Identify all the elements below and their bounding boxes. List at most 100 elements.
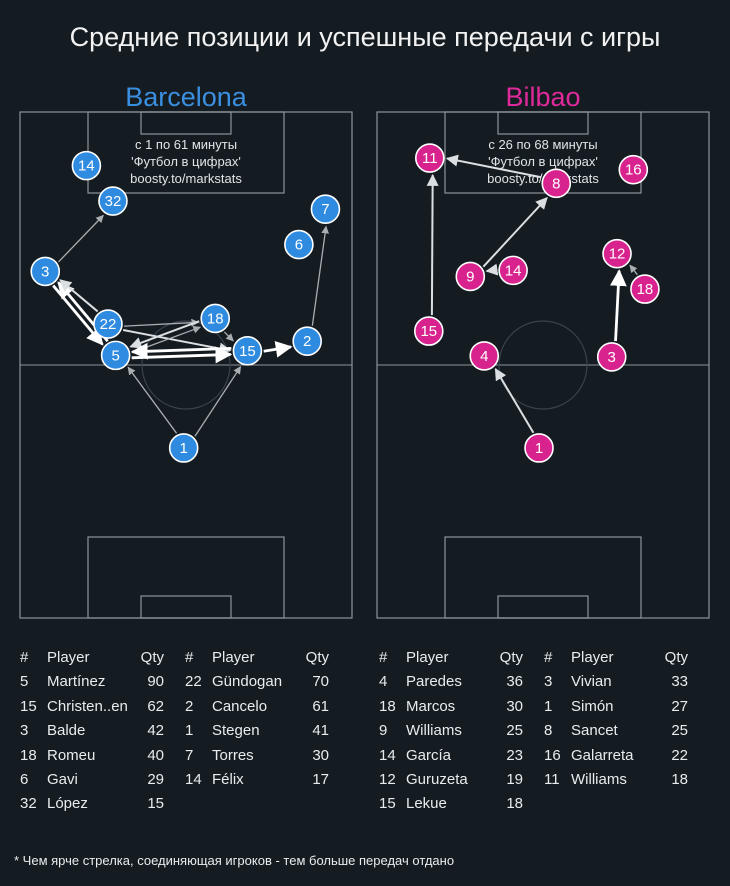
cell-player: Christen..en (47, 697, 128, 715)
player-number-14: 14 (505, 262, 522, 279)
cell-qty: 27 (671, 697, 688, 715)
penalty-area-bottom (87, 536, 285, 619)
cell-player: García (406, 746, 452, 764)
table-row: 7 Torres 30 (185, 744, 335, 768)
player-marker-12 (602, 238, 632, 269)
passes-bilbao (426, 154, 638, 434)
cell-number: 18 (379, 697, 396, 715)
player-marker-15 (232, 336, 263, 366)
table-row: 1 Stegen 41 (185, 719, 335, 743)
pass-arrow-5-to-15 (131, 346, 233, 364)
pass-arrow-1-to-4 (494, 367, 535, 434)
player-marker-2 (292, 326, 322, 357)
cell-number: 15 (379, 795, 396, 813)
player-number-14: 14 (78, 158, 95, 175)
pitch-bilbao: с 26 по 68 минуты'Футбол в цифрах'boosty… (376, 111, 710, 619)
cell-qty: 19 (506, 770, 523, 788)
cell-number: 14 (379, 746, 396, 764)
cell-qty: 17 (312, 770, 329, 788)
cell-qty: 23 (506, 746, 523, 764)
cell-player: Gündogan (212, 673, 283, 691)
cell-qty: 62 (147, 697, 164, 715)
cell-number: 3 (544, 673, 553, 691)
table-row: 22 Gündogan 70 (185, 670, 335, 694)
player-marker-6 (284, 229, 314, 260)
table-barcelona-col2: # Player Qty 22 Gündogan 70 2 Cancelo 61 1 Stegen 4… (185, 646, 335, 792)
player-number-18: 18 (207, 310, 224, 327)
players-bilbao: 11 16 8 12 14 9 18 15 4 3 1 (413, 143, 660, 463)
pitch-info-line: с 26 по 68 минуты (488, 137, 597, 152)
pass-arrow-22-to-3 (59, 279, 99, 313)
player-number-8: 8 (552, 175, 560, 192)
cell-number: # (185, 649, 194, 666)
pitch-barcelona: с 1 по 61 минуты 'Футбол в цифрах' boosty.… (19, 111, 353, 619)
cell-qty: 25 (671, 722, 688, 740)
player-marker-1 (168, 433, 199, 463)
pass-arrow-15-to-11 (426, 173, 439, 316)
cell-player: Romeu (47, 746, 96, 764)
cell-qty: Qty (305, 649, 329, 666)
cell-player: Player (212, 649, 255, 666)
pass-arrow-18-to-5 (129, 320, 200, 349)
pass-arrow-15-to-5 (130, 342, 232, 360)
cell-qty: 15 (147, 795, 164, 813)
cell-number: # (544, 649, 553, 666)
cell-player: Lekue (406, 795, 447, 813)
cell-qty: 29 (147, 770, 164, 788)
pass-arrow-3-to-32 (58, 214, 104, 263)
goal-area-bottom (140, 595, 232, 619)
cell-qty: 42 (147, 722, 164, 740)
table-row: 2 Cancelo 61 (185, 695, 335, 719)
table-row: 4 Paredes 36 (379, 670, 529, 694)
player-number-2: 2 (303, 333, 311, 350)
cell-player: Player (47, 649, 90, 666)
cell-player: Marcos (406, 697, 456, 715)
cell-qty: Qty (140, 649, 164, 666)
player-number-9: 9 (466, 268, 474, 285)
cell-player: Balde (47, 722, 86, 740)
table-row: 3 Vivian 33 (544, 670, 694, 694)
cell-qty: 40 (147, 746, 164, 764)
player-marker-14 (71, 150, 102, 181)
cell-qty: 18 (506, 795, 523, 813)
cell-qty: 22 (671, 746, 688, 764)
passes-barcelona (52, 214, 329, 437)
goal-area-top (497, 111, 589, 135)
table-row: 6 Gavi 29 (20, 768, 170, 792)
goal-area-top (140, 111, 232, 135)
player-number-32: 32 (105, 193, 122, 210)
table-row: 1 Simón 27 (544, 695, 694, 719)
player-marker-16 (618, 154, 649, 185)
player-marker-18 (630, 274, 660, 304)
center-circle (498, 320, 588, 410)
penalty-area-bottom (444, 536, 642, 619)
cell-player: Gavi (47, 770, 78, 788)
table-row: 32 López 15 (20, 792, 170, 816)
pitch-info-line: boosty.to/markstats (130, 171, 242, 186)
goal-area-bottom (497, 595, 589, 619)
cell-qty: 61 (312, 697, 329, 715)
cell-number: 14 (185, 770, 202, 788)
table-row: 18 Marcos 30 (379, 695, 529, 719)
player-number-18: 18 (637, 281, 654, 298)
cell-qty: 41 (312, 722, 329, 740)
pass-arrow-14-to-9 (485, 263, 499, 276)
player-number-16: 16 (625, 162, 642, 179)
table-row: 12 Guruzeta 19 (379, 768, 529, 792)
cell-player: Galarreta (571, 746, 634, 764)
player-marker-9 (455, 261, 486, 292)
player-marker-8 (541, 168, 572, 199)
player-number-12: 12 (609, 246, 626, 263)
table-header-row: # Player Qty (185, 646, 335, 670)
cell-player: Martínez (47, 673, 106, 691)
player-number-22: 22 (100, 316, 117, 333)
cell-number: 5 (20, 673, 29, 691)
cell-player: Williams (571, 770, 627, 788)
cell-number: 15 (20, 697, 37, 715)
player-number-1: 1 (180, 440, 188, 457)
table-barcelona-col1: # Player Qty 5 Martínez 90 15 Christen..en 62 3 Ba… (20, 646, 170, 817)
cell-qty: Qty (664, 649, 688, 666)
player-marker-3 (30, 256, 61, 287)
cell-number: 6 (20, 770, 29, 788)
center-circle (141, 320, 231, 410)
